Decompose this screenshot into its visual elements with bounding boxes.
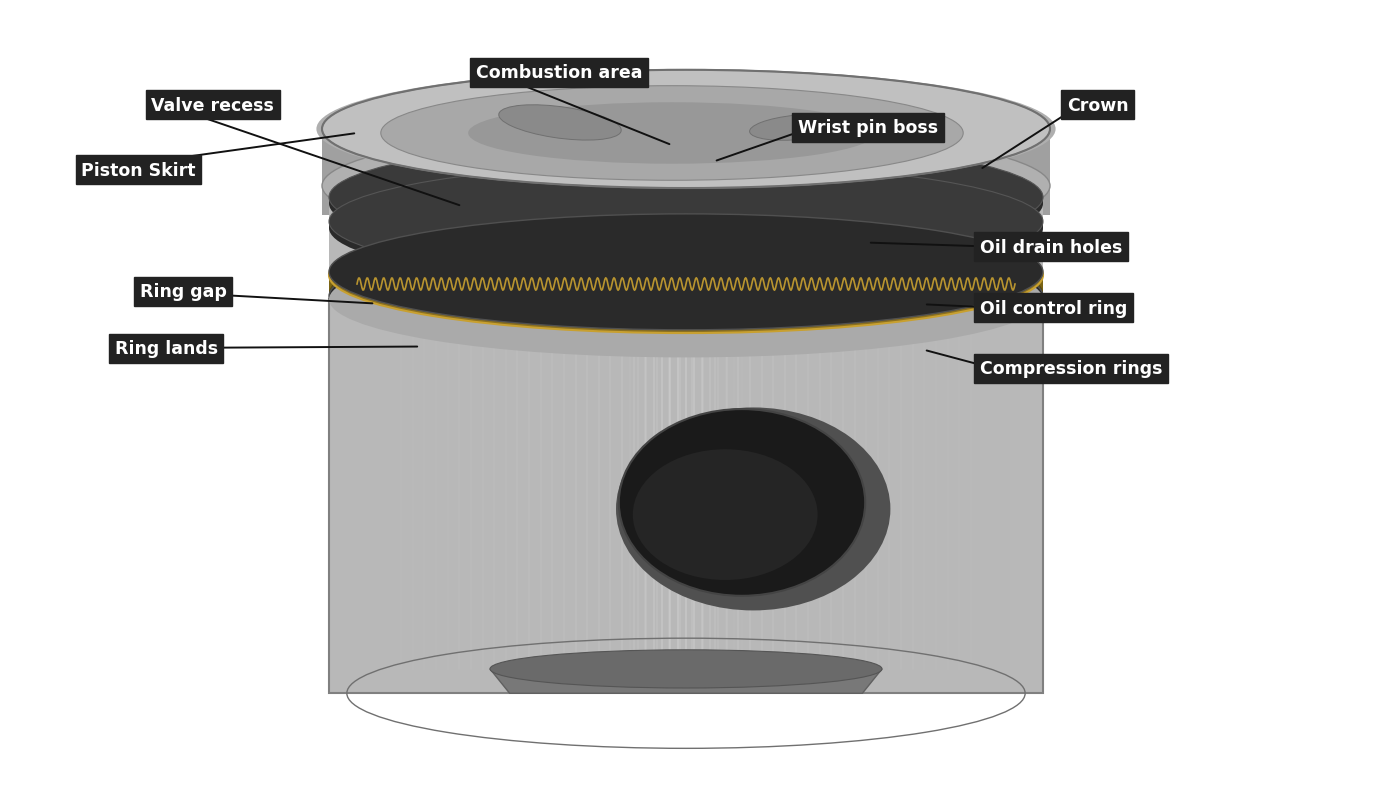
Polygon shape bbox=[329, 292, 385, 693]
Polygon shape bbox=[329, 187, 1043, 296]
Polygon shape bbox=[329, 222, 1043, 229]
Ellipse shape bbox=[329, 165, 1043, 280]
Polygon shape bbox=[994, 130, 1050, 216]
Text: Oil drain holes: Oil drain holes bbox=[980, 238, 1123, 256]
Ellipse shape bbox=[329, 239, 1043, 354]
Polygon shape bbox=[329, 276, 1043, 294]
Text: Ring gap: Ring gap bbox=[140, 283, 227, 301]
Polygon shape bbox=[329, 300, 1043, 302]
Ellipse shape bbox=[329, 242, 1043, 358]
Ellipse shape bbox=[329, 215, 1043, 330]
Ellipse shape bbox=[749, 115, 847, 141]
Polygon shape bbox=[329, 292, 1043, 693]
Text: Wrist pin boss: Wrist pin boss bbox=[798, 119, 938, 137]
Ellipse shape bbox=[329, 218, 1043, 333]
Ellipse shape bbox=[329, 147, 1043, 262]
Polygon shape bbox=[329, 198, 1043, 204]
Text: Compression rings: Compression rings bbox=[980, 360, 1162, 378]
Ellipse shape bbox=[329, 140, 1043, 255]
Ellipse shape bbox=[490, 650, 882, 689]
Text: Ring lands: Ring lands bbox=[115, 340, 218, 358]
Ellipse shape bbox=[619, 410, 865, 596]
Ellipse shape bbox=[322, 71, 1050, 189]
Text: Oil control ring: Oil control ring bbox=[980, 299, 1127, 317]
Text: Valve recess: Valve recess bbox=[151, 97, 274, 114]
Ellipse shape bbox=[616, 408, 890, 611]
Polygon shape bbox=[322, 130, 1050, 216]
Text: Piston Skirt: Piston Skirt bbox=[81, 161, 196, 179]
Text: Combustion area: Combustion area bbox=[476, 64, 643, 82]
Ellipse shape bbox=[316, 70, 1056, 190]
Ellipse shape bbox=[633, 449, 818, 581]
Ellipse shape bbox=[498, 105, 622, 141]
Ellipse shape bbox=[329, 236, 1043, 351]
Ellipse shape bbox=[329, 171, 1043, 286]
Text: Crown: Crown bbox=[1067, 97, 1128, 114]
Polygon shape bbox=[322, 130, 378, 216]
Polygon shape bbox=[490, 669, 882, 693]
Ellipse shape bbox=[381, 87, 963, 181]
Ellipse shape bbox=[468, 103, 876, 165]
Polygon shape bbox=[987, 292, 1043, 693]
Ellipse shape bbox=[322, 127, 1050, 246]
